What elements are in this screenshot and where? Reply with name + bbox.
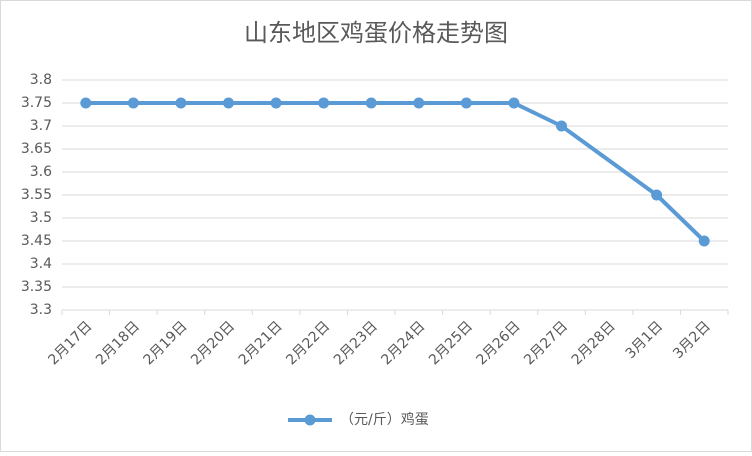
series-line bbox=[654, 193, 707, 243]
y-tick-label: 3.75 bbox=[21, 95, 52, 111]
y-tick-label: 3.35 bbox=[21, 279, 52, 295]
y-tick-label: 3.6 bbox=[30, 164, 52, 180]
y-tick-label: 3.7 bbox=[30, 118, 52, 134]
legend-marker bbox=[304, 414, 316, 426]
data-point bbox=[413, 97, 425, 109]
y-tick-label: 3.8 bbox=[30, 72, 52, 88]
data-point bbox=[270, 97, 282, 109]
data-point bbox=[223, 97, 234, 109]
y-tick-label: 3.3 bbox=[30, 302, 52, 318]
data-point bbox=[651, 189, 663, 201]
y-tick-label: 3.55 bbox=[21, 187, 52, 203]
legend-label: （元/斤）鸡蛋 bbox=[340, 411, 429, 428]
data-point bbox=[175, 97, 187, 109]
data-point bbox=[698, 235, 710, 247]
data-point bbox=[127, 97, 139, 109]
y-tick-label: 3.65 bbox=[21, 141, 52, 157]
data-point bbox=[460, 97, 472, 109]
y-tick-label: 3.4 bbox=[30, 256, 52, 272]
data-point bbox=[556, 120, 567, 132]
data-point bbox=[318, 97, 330, 109]
y-tick-label: 3.5 bbox=[30, 210, 52, 226]
y-tick-label: 3.45 bbox=[21, 233, 52, 249]
data-point bbox=[508, 97, 520, 109]
data-point bbox=[365, 97, 377, 109]
gap-connector bbox=[559, 124, 659, 197]
data-point bbox=[80, 97, 92, 109]
chart-title: 山东地区鸡蛋价格走势图 bbox=[244, 19, 508, 47]
